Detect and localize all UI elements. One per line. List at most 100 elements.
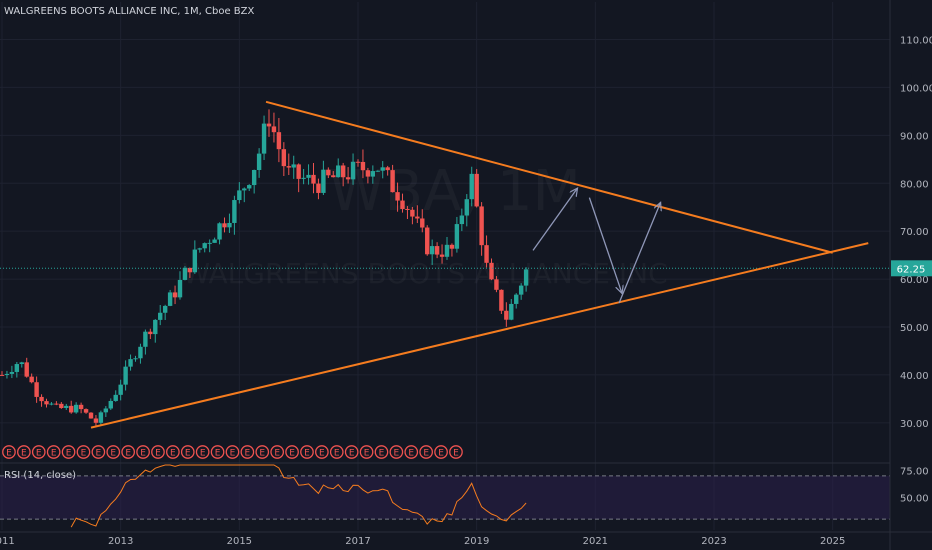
candle-body: [9, 371, 15, 374]
earnings-marker-label: E: [200, 449, 206, 459]
x-tick-label: 2017: [345, 536, 370, 547]
earnings-marker-circle: [121, 445, 136, 459]
candle-body: [83, 409, 89, 413]
candle-body: [400, 200, 405, 209]
candle-body: [410, 209, 415, 217]
candle-body: [306, 174, 311, 178]
candle-body: [331, 175, 336, 178]
candle-body: [93, 418, 99, 423]
candle-body: [494, 279, 499, 290]
x-tick-label: 2021: [583, 536, 608, 547]
earnings-marker-circle: [315, 445, 329, 459]
candle-body: [523, 269, 529, 286]
y-tick-label: 60.00: [900, 275, 929, 286]
earnings-marker-label: E: [185, 449, 191, 459]
earnings-marker-label: E: [364, 449, 370, 459]
candle-body: [207, 242, 212, 244]
earnings-marker-circle: [210, 445, 225, 459]
earnings-marker-circle: [344, 445, 359, 459]
candle-body: [158, 312, 163, 320]
rsi-line: [70, 464, 527, 528]
earnings-marker-label: E: [96, 449, 102, 459]
candle-body: [24, 362, 29, 377]
candle-body: [355, 161, 361, 163]
candle-body: [345, 177, 351, 180]
candle-body: [429, 246, 435, 255]
rsi-tick-label: 50.00: [900, 494, 929, 505]
rsi-band-fill: [0, 475, 890, 520]
candle-body: [128, 359, 133, 367]
candle-body: [439, 254, 445, 257]
candle-body: [177, 279, 183, 298]
rsi-tick-label: 75.00: [900, 466, 929, 477]
candle-body: [434, 246, 440, 255]
earnings-marker-circle: [240, 445, 255, 459]
candle-body: [281, 149, 287, 167]
trendline-upper: [265, 100, 833, 254]
earnings-marker-label: E: [394, 449, 400, 459]
earnings-marker-label: E: [319, 449, 325, 459]
earnings-marker-circle: [389, 445, 404, 459]
earnings-marker-circle: [419, 445, 434, 459]
candle-body: [44, 401, 49, 405]
projection-arrow: [532, 188, 578, 251]
earnings-marker-circle: [270, 445, 285, 459]
candle-body: [370, 171, 376, 177]
candle-body: [4, 373, 10, 376]
projection-arrow: [618, 202, 661, 304]
earnings-marker-label: E: [274, 449, 280, 459]
earnings-marker-circle: [195, 445, 210, 459]
candle-body: [212, 239, 217, 243]
candle-body: [375, 170, 380, 172]
candle-body: [326, 169, 331, 176]
candle-body: [167, 292, 173, 306]
candle-body: [321, 169, 326, 193]
candle-body: [222, 223, 227, 228]
candle-body: [296, 164, 301, 179]
y-tick-label: 40.00: [900, 371, 929, 382]
earnings-marker-circle: [166, 445, 180, 459]
earnings-marker-label: E: [423, 449, 429, 459]
candle-body: [78, 404, 84, 410]
candle-body: [459, 215, 465, 225]
candle-body: [271, 126, 277, 133]
y-tick-label: 90.00: [900, 131, 929, 142]
candle-body: [242, 188, 247, 191]
y-tick-label: 70.00: [900, 227, 929, 238]
watermark-name: WALGREENS BOOTS ALLIANCE INC: [182, 257, 667, 290]
earnings-marker-label: E: [289, 449, 295, 459]
candle-body: [499, 289, 504, 311]
earnings-marker-label: E: [36, 449, 42, 459]
candle-body: [49, 403, 54, 405]
candle-body: [69, 405, 74, 413]
candle-body: [390, 170, 395, 193]
rsi-panel: RSI (14, close): [0, 464, 890, 528]
candle-body: [153, 319, 158, 335]
earnings-marker-circle: [180, 445, 195, 459]
candle-body: [256, 153, 262, 170]
earnings-marker-circle: [255, 445, 270, 459]
earnings-marker-label: E: [379, 449, 385, 459]
candle-body: [365, 170, 371, 177]
candles-layer: [0, 109, 890, 427]
annotations-layer: [90, 100, 869, 429]
earnings-marker-label: E: [21, 449, 27, 459]
y-tick-label: 50.00: [900, 323, 929, 334]
x-tick-label: 2019: [464, 536, 489, 547]
candle-body: [420, 218, 425, 228]
candle-body: [395, 192, 400, 201]
x-tick-label: 2015: [227, 536, 252, 547]
earnings-marker-label: E: [438, 449, 444, 459]
candle-body: [108, 400, 113, 409]
earnings-marker-label: E: [6, 449, 12, 459]
candle-body: [103, 408, 109, 413]
y-tick-label: 30.00: [900, 419, 929, 430]
earnings-marker-label: E: [215, 449, 221, 459]
earnings-marker-label: E: [110, 449, 116, 459]
candle-body: [133, 358, 138, 360]
earnings-marker-circle: [17, 445, 31, 459]
candle-body: [504, 310, 509, 320]
